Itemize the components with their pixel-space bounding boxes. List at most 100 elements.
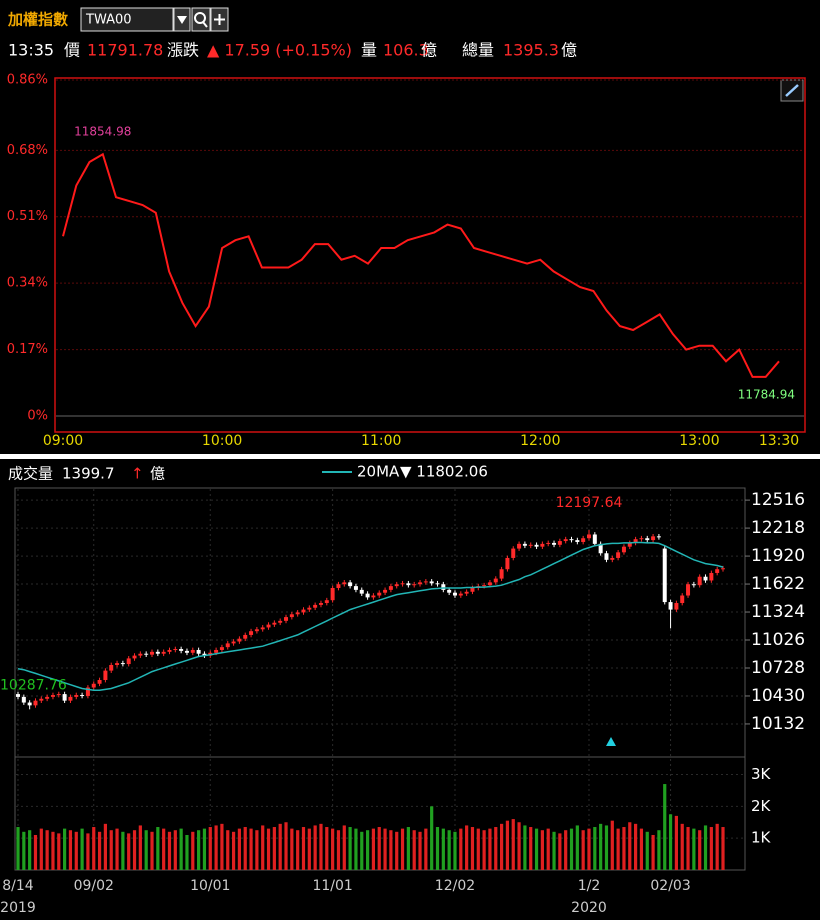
volume-bar xyxy=(564,830,568,870)
volume-bar xyxy=(284,822,288,870)
candle-body xyxy=(458,593,463,596)
intraday-frame xyxy=(54,77,806,433)
volume-bar xyxy=(546,828,550,870)
candle-body xyxy=(91,683,96,688)
min-label: 11784.94 xyxy=(738,387,795,401)
volume-bar xyxy=(231,831,236,870)
candle-body xyxy=(214,649,219,653)
volume-bar xyxy=(109,830,113,870)
candle-body xyxy=(511,548,516,558)
candle-body xyxy=(388,586,393,590)
candle-body xyxy=(225,643,230,648)
candle-body xyxy=(563,539,568,542)
volume-bar xyxy=(296,830,300,870)
candle-body xyxy=(499,569,504,579)
x-tick-label: 13:00 xyxy=(679,433,719,449)
candle-body xyxy=(423,581,428,583)
volume-bar xyxy=(465,825,469,870)
quote-time: 13:35 xyxy=(8,41,54,60)
volume-bar xyxy=(529,827,533,870)
candle-body xyxy=(144,653,149,655)
volume-bar xyxy=(74,831,78,870)
candle-body xyxy=(394,584,399,587)
candle-body xyxy=(470,587,475,592)
candle-body xyxy=(150,651,155,655)
candle-body xyxy=(202,653,207,656)
volume-label: 量 xyxy=(361,41,377,60)
volume-unit: 億 xyxy=(421,41,437,60)
x-tick-label: 11/01 xyxy=(312,878,352,894)
candle-body xyxy=(348,582,353,587)
candle-body xyxy=(546,542,551,544)
y-tick-label: 12218 xyxy=(751,518,805,538)
y-tick-label: 11026 xyxy=(751,630,805,650)
volume-bar xyxy=(622,827,626,870)
volume-bar xyxy=(336,830,341,870)
candle-body xyxy=(610,557,615,560)
volume-bar xyxy=(639,828,644,870)
volume-bar xyxy=(261,825,265,870)
candle-body xyxy=(604,553,609,560)
volume-bar xyxy=(476,828,480,870)
volume-bar xyxy=(92,827,96,870)
volume-bar xyxy=(628,822,632,870)
candle-body xyxy=(557,541,562,545)
volume-bar xyxy=(587,828,591,870)
candle-body xyxy=(639,538,644,540)
x-tick-label: 10/01 xyxy=(190,878,230,894)
search-icon-handle xyxy=(202,21,208,28)
volume-bar xyxy=(447,830,451,870)
volume-bar xyxy=(208,827,212,870)
volume-bar xyxy=(703,825,708,870)
candle-body xyxy=(493,578,498,583)
candle-body xyxy=(406,583,411,586)
candle-body xyxy=(697,576,702,586)
symbol: TWA00 xyxy=(85,13,132,28)
volume-bar xyxy=(389,830,393,870)
x-tick-label: 11:00 xyxy=(361,433,401,449)
volume-bar xyxy=(523,825,527,870)
candle-body xyxy=(115,663,120,665)
candle-body xyxy=(161,651,166,654)
candle-body xyxy=(260,627,265,630)
candle-body xyxy=(307,607,312,610)
candle-body xyxy=(97,680,102,684)
volume-bar xyxy=(162,828,166,870)
y-tick-label: 0% xyxy=(27,409,48,424)
quote-row: 13:35 價 11791.78 漲跌 ▲ 17.59 (+0.15%) 量 1… xyxy=(8,41,577,60)
x-tick-label: 8/14 xyxy=(2,878,34,894)
volume-bar xyxy=(348,827,352,870)
min-label: 10287.76 xyxy=(0,677,67,693)
symbol-input[interactable] xyxy=(80,7,174,32)
volume-bar xyxy=(63,828,67,870)
candle-body xyxy=(651,536,656,541)
volume-bar xyxy=(272,827,276,870)
volume-bar xyxy=(80,828,84,870)
candle-body xyxy=(103,670,108,681)
x-tick-label: 1/2 xyxy=(578,878,601,894)
signal-marker xyxy=(606,737,616,746)
candle-body xyxy=(418,582,423,585)
volume-bar xyxy=(721,827,725,870)
candle-body xyxy=(412,584,417,586)
candle-body xyxy=(167,649,172,652)
volume-bar xyxy=(616,828,620,870)
volume-bar xyxy=(220,823,224,870)
x-tick-label: 10:00 xyxy=(202,433,242,449)
candle-body xyxy=(254,629,259,632)
volume-arrow: ↑ xyxy=(131,465,144,483)
volume-tick-label: 1K xyxy=(751,829,772,847)
candle-body xyxy=(534,544,539,547)
x-tick-label: 02/03 xyxy=(650,878,690,894)
volume-bar xyxy=(16,827,20,870)
volume-bar xyxy=(243,827,247,870)
candle-body xyxy=(365,593,370,598)
candle-body xyxy=(295,612,300,615)
volume-bar xyxy=(86,833,90,870)
volume-bar xyxy=(674,815,678,870)
title: 加權指數 xyxy=(7,11,68,29)
candle-body xyxy=(249,631,254,635)
candle-body xyxy=(581,538,586,542)
x-tick-label: 12/02 xyxy=(435,878,475,894)
